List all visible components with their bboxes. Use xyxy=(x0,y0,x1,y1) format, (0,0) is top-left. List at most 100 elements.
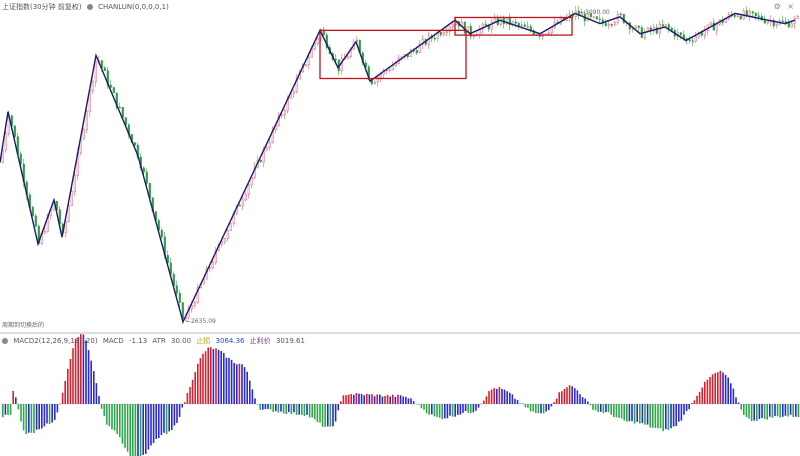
macd-bar xyxy=(30,404,33,433)
macd-bar xyxy=(306,404,308,415)
macd-bar xyxy=(394,396,397,404)
macd-bar xyxy=(597,404,599,412)
macd-bar xyxy=(249,380,251,404)
macd-bar xyxy=(191,379,194,404)
macd-bar xyxy=(98,396,100,404)
macd-bar xyxy=(228,357,230,404)
macd-bar xyxy=(685,404,688,412)
macd-bar xyxy=(132,404,134,456)
indicator-dot-icon xyxy=(86,4,93,10)
candle xyxy=(553,17,556,30)
macd-bar xyxy=(54,404,56,420)
macd-bar xyxy=(737,402,740,404)
macd-bar xyxy=(475,404,477,411)
macd-bar xyxy=(623,404,625,421)
candle xyxy=(4,130,7,153)
candle xyxy=(145,168,148,185)
candle xyxy=(691,36,694,47)
macd-bar xyxy=(769,404,771,417)
gear-icon[interactable]: ⚙ xyxy=(773,2,781,11)
macd-bar xyxy=(145,404,147,454)
candle xyxy=(787,19,790,28)
candle xyxy=(607,19,610,30)
candles xyxy=(1,6,799,325)
macd-bar xyxy=(4,404,7,415)
macd-bar xyxy=(165,404,168,435)
macd-bar xyxy=(48,404,51,425)
macd-bar xyxy=(126,404,129,452)
macd-bar xyxy=(246,371,248,404)
macd-bar xyxy=(566,387,568,404)
macd-bar xyxy=(142,404,144,455)
candlestick-chart[interactable] xyxy=(0,0,800,334)
macd-bar xyxy=(363,395,365,404)
macd-bar xyxy=(212,349,215,404)
macd-bar xyxy=(295,404,298,415)
macd-bar xyxy=(540,404,542,414)
macd-bar xyxy=(210,347,212,404)
close-icon[interactable]: × xyxy=(787,2,794,11)
macd-bar xyxy=(496,388,498,404)
macd-bar xyxy=(524,404,527,408)
candle xyxy=(595,16,598,20)
take-value: 3019.61 xyxy=(275,337,305,345)
macd-bar xyxy=(113,404,116,431)
macd-bar xyxy=(722,372,724,404)
macd-bar xyxy=(758,404,761,420)
macd-bar xyxy=(111,404,113,430)
panel-tools: ⚙ × xyxy=(770,2,794,11)
macd-bar xyxy=(662,404,664,432)
macd-bar xyxy=(217,349,220,404)
macd-bar xyxy=(392,394,394,404)
macd-bar xyxy=(652,404,654,428)
macd-bar xyxy=(189,387,191,404)
macd-bar xyxy=(498,387,501,404)
macd-bar xyxy=(67,368,69,404)
candle xyxy=(688,36,691,44)
macd-bar xyxy=(324,404,326,427)
candle xyxy=(772,18,775,29)
macd-bar xyxy=(535,404,537,414)
atr-label: ATR xyxy=(152,337,166,345)
macd-bar xyxy=(64,380,66,404)
macd-bar xyxy=(199,358,202,404)
macd-bar xyxy=(550,404,553,407)
macd-bar xyxy=(303,404,306,416)
candle xyxy=(418,39,421,54)
main-panel-title: 上证指数(30分钟 前复权) xyxy=(2,3,82,11)
macd-bar xyxy=(519,403,521,405)
candle xyxy=(391,61,394,71)
macd-bar xyxy=(236,364,238,404)
macd-bar xyxy=(683,404,685,415)
zhongshu-box-2 xyxy=(454,16,573,36)
candle xyxy=(373,80,376,85)
macd-bar xyxy=(636,404,638,422)
macd-bar xyxy=(334,404,337,422)
macd-bar xyxy=(28,404,30,433)
macd-bar xyxy=(522,403,524,405)
macd-bar xyxy=(602,404,605,414)
macd-bar xyxy=(121,404,124,444)
macd-bar xyxy=(321,404,324,427)
indicator-name: CHANLUN(0,0,0,0,1) xyxy=(98,3,169,11)
candle xyxy=(283,108,286,120)
candle xyxy=(751,10,754,17)
candle xyxy=(31,205,34,217)
candle xyxy=(160,227,163,240)
macd-bar xyxy=(561,391,563,404)
macd-bar xyxy=(680,404,683,421)
candle xyxy=(73,171,76,197)
macd-bar xyxy=(82,334,85,404)
macd-bar xyxy=(691,403,693,404)
macd-bar xyxy=(178,404,181,417)
macd-bar xyxy=(288,404,290,413)
macd-bar xyxy=(87,350,90,404)
macd-bar xyxy=(106,404,108,425)
macd-bar xyxy=(792,404,794,417)
macd-chart[interactable] xyxy=(0,334,800,456)
macd-bar xyxy=(511,394,514,404)
macd-bar xyxy=(100,404,103,409)
macd-bar xyxy=(589,404,592,406)
macd-bar xyxy=(545,404,547,412)
macd-bar xyxy=(366,393,368,404)
